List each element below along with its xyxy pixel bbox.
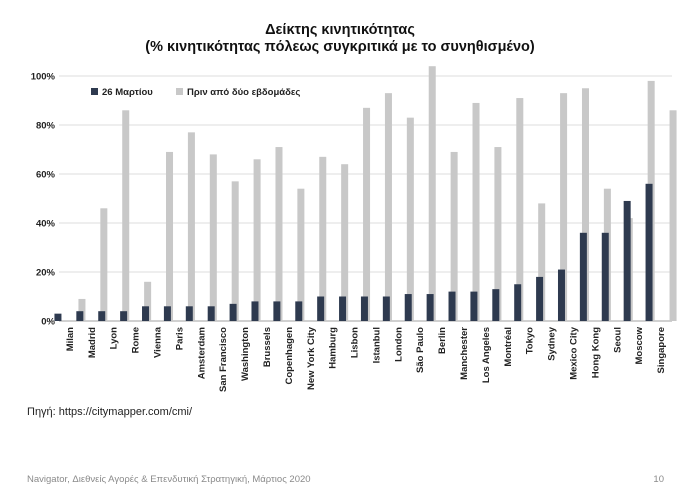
- bar-Πριν-από-δύο-εβδομάδες: [560, 93, 568, 322]
- footer-text: Navigator, Διεθνείς Αγορές & Επενδυτική …: [27, 474, 311, 485]
- x-tick-label: London: [393, 327, 404, 362]
- bar-26-Μαρτίου: [426, 294, 434, 321]
- bar-Πριν-από-δύο-εβδομάδες: [341, 164, 349, 321]
- bar-26-Μαρτίου: [251, 301, 259, 321]
- x-tick-label: Mexico City: [568, 326, 579, 380]
- x-tick-label: New York City: [306, 326, 317, 390]
- bar-26-Μαρτίου: [514, 284, 522, 321]
- bar-Πριν-από-δύο-εβδομάδες: [122, 110, 130, 321]
- bar-26-Μαρτίου: [536, 276, 544, 321]
- x-tick-label: Tokyo: [525, 327, 536, 354]
- bar-26-Μαρτίου: [273, 301, 281, 321]
- bar-Πριν-από-δύο-εβδομάδες: [669, 110, 677, 321]
- bar-Πριν-από-δύο-εβδομάδες: [231, 181, 239, 321]
- x-tick-label: Vienna: [153, 326, 164, 358]
- bar-Πριν-από-δύο-εβδομάδες: [144, 281, 152, 321]
- bar-Πριν-από-δύο-εβδομάδες: [187, 132, 195, 321]
- x-tick-label: Rome: [131, 327, 142, 353]
- legend-label: Πριν από δύο εβδομάδες: [187, 87, 300, 98]
- x-tick-label: Lisbon: [350, 327, 361, 358]
- x-tick-label: Copenhagen: [284, 327, 295, 385]
- bar-26-Μαρτίου: [601, 232, 609, 321]
- bar-26-Μαρτίου: [120, 311, 128, 321]
- x-tick-label: São Paulo: [415, 327, 426, 373]
- bar-26-Μαρτίου: [470, 291, 478, 321]
- x-tick-label: Paris: [174, 327, 185, 350]
- x-tick-label: Hamburg: [328, 327, 339, 369]
- bar-Πριν-από-δύο-εβδομάδες: [538, 203, 546, 321]
- bar-26-Μαρτίου: [207, 306, 215, 321]
- x-tick-label: Brussels: [262, 327, 273, 367]
- bar-Πριν-από-δύο-εβδομάδες: [275, 147, 283, 321]
- bar-26-Μαρτίου: [76, 311, 84, 321]
- bar-26-Μαρτίου: [54, 313, 62, 321]
- bar-26-Μαρτίου: [185, 306, 193, 321]
- y-tick-label: 40%: [36, 219, 56, 230]
- chart-subtitle: (% κινητικότητας πόλεως συγκριτικά με το…: [145, 39, 535, 55]
- bar-26-Μαρτίου: [448, 291, 456, 321]
- bar-26-Μαρτίου: [142, 306, 150, 321]
- x-tick-label: Berlin: [437, 327, 448, 354]
- x-tick-label: Lyon: [109, 327, 120, 350]
- bar-Πριν-από-δύο-εβδομάδες: [100, 208, 108, 321]
- bar-Πριν-από-δύο-εβδομάδες: [78, 298, 86, 321]
- x-tick-label: Manchester: [459, 327, 470, 380]
- bar-Πριν-από-δύο-εβδομάδες: [209, 154, 217, 321]
- bar-Πριν-από-δύο-εβδομάδες: [319, 156, 327, 321]
- bar-26-Μαρτίου: [492, 289, 500, 321]
- bar-Πριν-από-δύο-εβδομάδες: [297, 188, 305, 321]
- x-tick-label: Milan: [65, 327, 76, 351]
- x-tick-label: Singapore: [656, 327, 667, 373]
- bar-26-Μαρτίου: [163, 306, 171, 321]
- y-tick-label: 20%: [36, 268, 56, 279]
- bar-Πριν-από-δύο-εβδομάδες: [472, 102, 480, 321]
- bar-26-Μαρτίου: [295, 301, 303, 321]
- x-tick-label: Seoul: [612, 327, 623, 353]
- bar-26-Μαρτίου: [317, 296, 325, 321]
- bar-26-Μαρτίου: [339, 296, 347, 321]
- y-tick-label: 60%: [36, 170, 56, 181]
- bar-Πριν-από-δύο-εβδομάδες: [384, 93, 392, 322]
- page-number: 10: [653, 474, 664, 485]
- bar-26-Μαρτίου: [645, 183, 653, 321]
- legend-swatch: [91, 88, 98, 95]
- x-tick-label: San Francisco: [218, 327, 229, 392]
- y-tick-label: 0%: [41, 317, 55, 328]
- bar-Πριν-από-δύο-εβδομάδες: [166, 151, 174, 321]
- x-tick-label: Amsterdam: [196, 327, 207, 379]
- bar-26-Μαρτίου: [404, 294, 412, 321]
- x-tick-label: Hong Kong: [590, 327, 601, 378]
- chart-title: Δείκτης κινητικότητας: [265, 22, 415, 38]
- bar-26-Μαρτίου: [382, 296, 390, 321]
- y-tick-label: 80%: [36, 121, 56, 132]
- bar-Πριν-από-δύο-εβδομάδες: [581, 88, 589, 321]
- bar-Πριν-από-δύο-εβδομάδες: [428, 66, 436, 321]
- x-tick-label: Los Angeles: [481, 327, 492, 383]
- x-tick-label: Istanbul: [371, 327, 382, 363]
- bar-Πριν-από-δύο-εβδομάδες: [406, 117, 414, 322]
- bar-26-Μαρτίου: [557, 269, 565, 321]
- x-tick-label: Sydney: [547, 326, 558, 361]
- bar-Πριν-από-δύο-εβδομάδες: [516, 98, 524, 321]
- bar-26-Μαρτίου: [623, 200, 631, 321]
- x-tick-label: Madrid: [87, 327, 98, 358]
- legend-swatch: [176, 88, 183, 95]
- bar-26-Μαρτίου: [98, 311, 106, 321]
- x-tick-label: Montréal: [503, 327, 514, 367]
- bar-26-Μαρτίου: [229, 303, 237, 321]
- y-tick-label: 100%: [31, 72, 56, 83]
- legend-label: 26 Μαρτίου: [102, 87, 153, 98]
- bar-Πριν-από-δύο-εβδομάδες: [450, 151, 458, 321]
- x-tick-label: Moscow: [634, 326, 645, 364]
- x-tick-label: Washington: [240, 327, 251, 381]
- bar-Πριν-από-δύο-εβδομάδες: [494, 147, 502, 321]
- bar-Πριν-από-δύο-εβδομάδες: [253, 159, 261, 321]
- bar-26-Μαρτίου: [360, 296, 368, 321]
- bar-26-Μαρτίου: [579, 232, 587, 321]
- bar-Πριν-από-δύο-εβδομάδες: [363, 107, 371, 321]
- source-note: Πηγή: https://citymapper.com/cmi/: [27, 406, 193, 418]
